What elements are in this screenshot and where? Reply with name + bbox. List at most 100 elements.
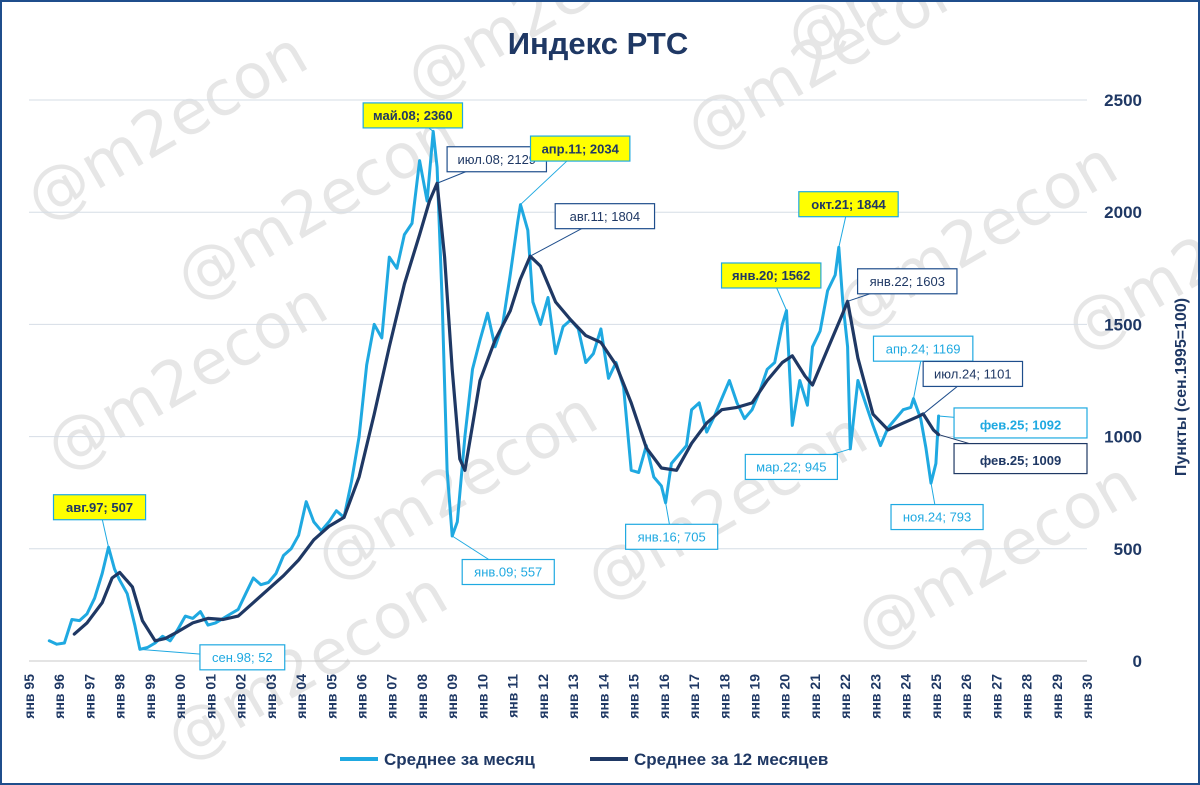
x-tick-label: янв 22	[837, 674, 853, 719]
y-tick-label: 2500	[1104, 91, 1142, 110]
annotation-text: апр.24; 1169	[886, 341, 961, 356]
annotation-text: ноя.24; 793	[903, 510, 971, 525]
annotation-label: фев.25; 1092	[938, 407, 1088, 439]
x-tick-label: янв 23	[867, 674, 883, 719]
annotation-text: сен.98; 52	[212, 650, 273, 665]
x-tick-label: янв 99	[142, 674, 158, 719]
x-tick-label: янв 21	[807, 674, 823, 719]
annotation-text: май.08; 2360	[373, 108, 453, 123]
annotation-text: апр.11; 2034	[542, 141, 620, 156]
annotation-label: сен.98; 52	[139, 644, 286, 671]
annotation-label: мар.22; 945	[744, 448, 851, 481]
x-tick-label: янв 04	[293, 674, 309, 719]
x-tick-label: янв 14	[595, 674, 611, 719]
annotation-box	[720, 262, 822, 289]
x-tick-label: янв 16	[656, 674, 672, 719]
series-line-monthly	[47, 129, 941, 651]
x-tick-label: янв 28	[1019, 674, 1035, 719]
annotation-label: янв.20; 1562	[720, 262, 822, 311]
annotation-label: фев.25; 1009	[938, 434, 1088, 475]
series-lines	[47, 129, 941, 651]
annotation-box	[199, 644, 286, 671]
annotation-label: янв.16; 705	[625, 502, 719, 550]
y-tick-label: 1500	[1104, 315, 1142, 334]
legend: Среднее за месяц Среднее за 12 месяцев	[340, 750, 828, 769]
x-tick-label: янв 29	[1049, 674, 1065, 719]
x-tick-label: янв 15	[626, 674, 642, 719]
legend-label-12m: Среднее за 12 месяцев	[634, 750, 828, 769]
x-tick-label: янв 01	[202, 674, 218, 719]
annotation-label: май.08; 2360	[362, 102, 464, 132]
watermark-text: @m2econ	[573, 396, 879, 615]
x-tick-label: янв 12	[535, 674, 551, 719]
annotation-label: авг.11; 1804	[529, 203, 656, 257]
x-tick-label: янв 25	[928, 674, 944, 719]
x-tick-label: янв 19	[746, 674, 762, 719]
annotation-text: фев.25; 1009	[980, 453, 1061, 468]
annotation-label: окт.21; 1844	[798, 191, 899, 248]
annotations: авг.97; 507 сен.98; 52 май.08; 2360 июл.08;…	[52, 102, 1088, 671]
x-tick-label: янв 96	[51, 674, 67, 719]
x-tick-label: янв 97	[81, 674, 97, 719]
annotation-label: апр.24; 1169	[872, 335, 974, 399]
x-tick-label: янв 02	[233, 674, 249, 719]
annotation-box	[529, 135, 631, 162]
x-tick-label: янв 18	[716, 674, 732, 719]
x-tick-label: янв 05	[323, 674, 339, 719]
annotation-box	[52, 494, 147, 521]
x-tick-label: янв 95	[21, 674, 37, 719]
x-tick-label: янв 27	[988, 674, 1004, 719]
annotation-text: июл.24; 1101	[934, 367, 1012, 382]
x-tick-label: янв 30	[1079, 674, 1095, 719]
x-tick-label: янв 00	[172, 674, 188, 719]
legend-label-monthly: Среднее за месяц	[384, 750, 535, 769]
x-tick-label: янв 08	[414, 674, 430, 719]
annotation-label: авг.97; 507	[52, 494, 147, 548]
y-tick-label: 500	[1114, 540, 1142, 559]
annotation-text: фев.25; 1092	[980, 417, 1061, 432]
annotation-box	[953, 407, 1088, 439]
series-line-12m	[72, 181, 941, 643]
x-tick-label: янв 26	[958, 674, 974, 719]
x-tick-label: янв 03	[263, 674, 279, 719]
x-tick-label: янв 17	[686, 674, 702, 719]
annotation-box	[798, 191, 899, 218]
annotation-box	[554, 203, 656, 230]
annotation-text: июл.08; 2129	[458, 152, 537, 167]
annotation-text: янв.16; 705	[638, 529, 706, 544]
x-axis-ticks: янв 95 янв 96 янв 97 янв 98 янв 99 янв 00 янв …	[21, 674, 1095, 719]
x-tick-label: янв 09	[444, 674, 460, 719]
annotation-text: авг.11; 1804	[570, 209, 641, 224]
x-tick-label: янв 20	[777, 674, 793, 719]
annotation-label: ноя.24; 793	[890, 482, 984, 531]
watermark-text: @m2econ	[843, 446, 1149, 665]
annotation-text: янв.22; 1603	[870, 274, 945, 289]
watermark-text: @m2econ	[153, 556, 459, 775]
y-tick-label: 0	[1133, 652, 1142, 671]
x-tick-label: янв 07	[384, 674, 400, 719]
annotation-text: мар.22; 945	[756, 460, 826, 475]
annotation-box	[953, 442, 1088, 475]
y-axis-label: Пункты (сен.1995=100)	[1173, 298, 1190, 476]
annotation-label: июл.24; 1101	[922, 360, 1024, 415]
watermark-layer: @m2econ@m2econ@m2econ@m2econ@m2econ@m2ec…	[13, 2, 1198, 775]
chart-title: Индекс РТС	[508, 26, 688, 61]
watermark-text: @m2econ	[33, 266, 339, 485]
annotation-box	[625, 523, 719, 550]
annotation-box	[922, 360, 1024, 388]
x-tick-label: янв 13	[565, 674, 581, 719]
annotation-box	[744, 453, 838, 481]
x-tick-label: янв 24	[898, 674, 914, 719]
y-tick-label: 1000	[1104, 428, 1142, 447]
x-tick-label: янв 98	[112, 674, 128, 719]
annotation-box	[890, 503, 984, 531]
annotation-label: июл.08; 2129	[436, 146, 548, 184]
y-axis-ticks: 0 500 1000 1500 2000 2500	[1104, 91, 1142, 671]
x-tick-label: янв 11	[505, 674, 521, 718]
annotation-box	[362, 102, 464, 129]
annotation-text: янв.09; 557	[474, 565, 542, 580]
y-tick-label: 2000	[1104, 203, 1142, 222]
annotation-label: янв.22; 1603	[847, 268, 958, 302]
